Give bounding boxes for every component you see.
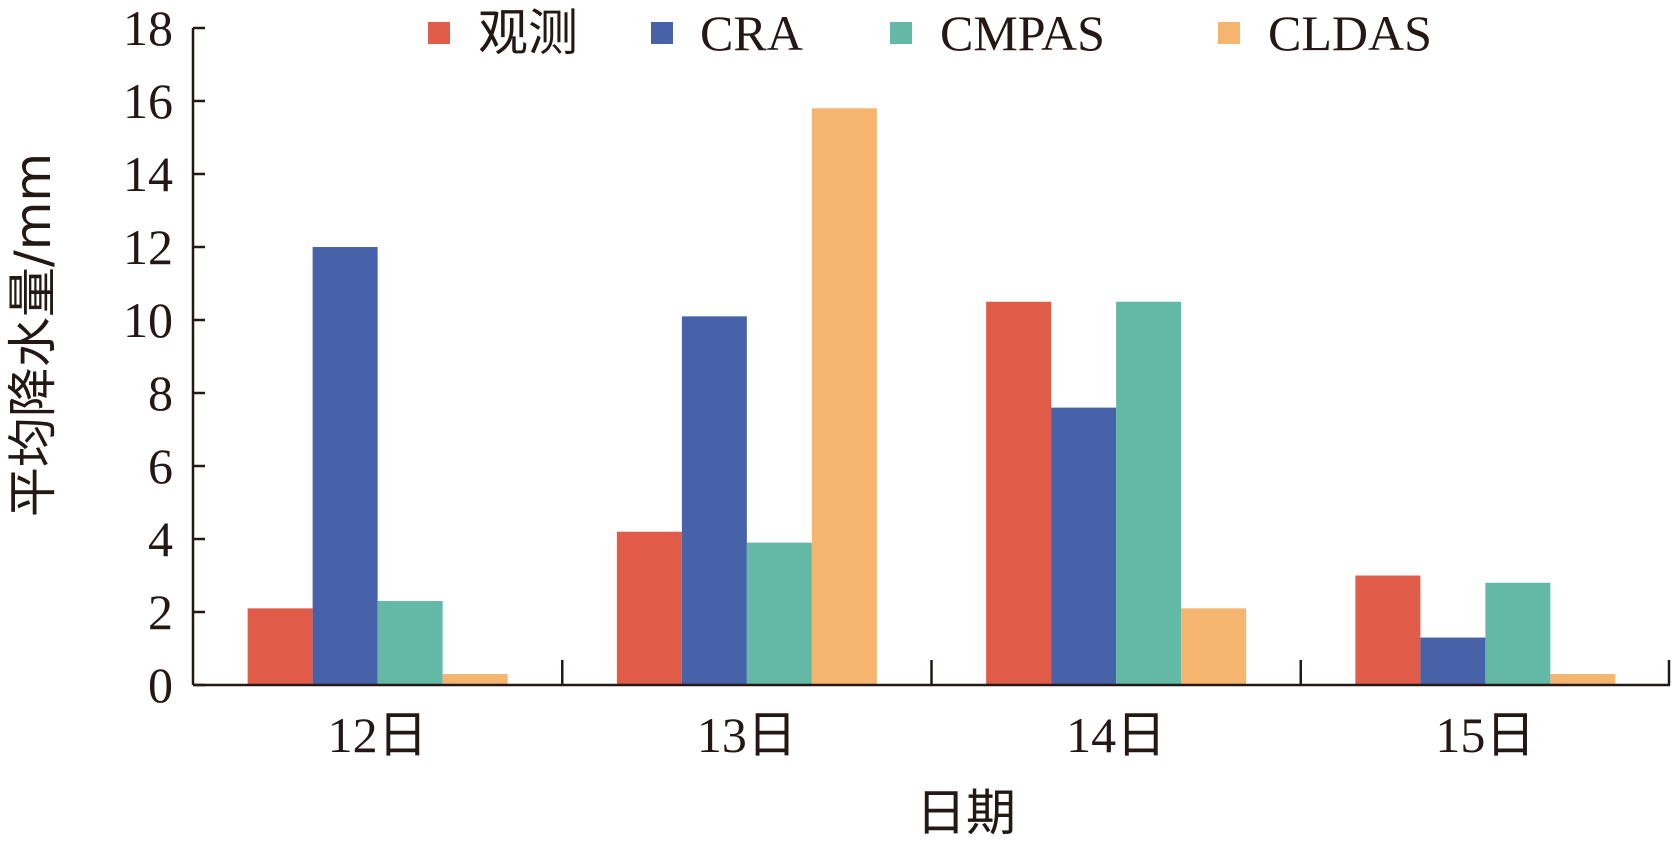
bar — [1116, 301, 1182, 685]
y-tick-label: 10 — [123, 292, 173, 348]
bar — [1181, 608, 1247, 685]
legend-label: 观测 — [478, 5, 578, 61]
x-tick-label: 13日 — [697, 707, 797, 763]
bar — [986, 301, 1052, 685]
legend-label: CRA — [700, 5, 803, 61]
legend-label: CLDAS — [1268, 5, 1432, 61]
legend-swatch — [890, 22, 912, 44]
y-tick-label: 0 — [148, 657, 173, 713]
bar — [312, 247, 378, 685]
y-tick-label: 18 — [123, 0, 173, 56]
bar — [746, 542, 812, 685]
bar — [1355, 575, 1421, 685]
bar — [681, 316, 747, 685]
bar — [1550, 674, 1616, 685]
bar — [1051, 407, 1117, 685]
bar — [1485, 582, 1551, 685]
x-tick-label: 15日 — [1435, 707, 1535, 763]
bar — [377, 601, 443, 685]
x-tick-label: 14日 — [1066, 707, 1166, 763]
legend-label: CMPAS — [940, 5, 1105, 61]
axes: 0 2 4 6 8 10 12 14 16 18 12日 13日 14日 15日 — [123, 0, 1671, 763]
y-tick-label: 12 — [123, 219, 173, 275]
bar — [811, 108, 877, 686]
bar — [1420, 637, 1486, 685]
legend: 观测 CRA CMPAS CLDAS — [428, 5, 1432, 61]
bars — [247, 108, 1616, 686]
legend-swatch — [428, 22, 450, 44]
x-tick-label: 12日 — [328, 707, 428, 763]
x-axis-title: 日期 — [916, 784, 1016, 842]
y-tick-label: 6 — [148, 438, 173, 494]
legend-swatch — [1218, 22, 1240, 44]
y-tick-label: 8 — [148, 365, 173, 421]
y-tick-label: 16 — [123, 73, 173, 129]
y-axis-title: 平均降水量/mm — [4, 153, 62, 517]
bar — [442, 674, 508, 685]
y-tick-label: 4 — [148, 511, 173, 567]
legend-swatch — [651, 22, 673, 44]
bar — [616, 531, 682, 685]
bar — [247, 608, 313, 685]
y-tick-label: 2 — [148, 584, 173, 640]
y-tick-label: 14 — [123, 146, 173, 202]
